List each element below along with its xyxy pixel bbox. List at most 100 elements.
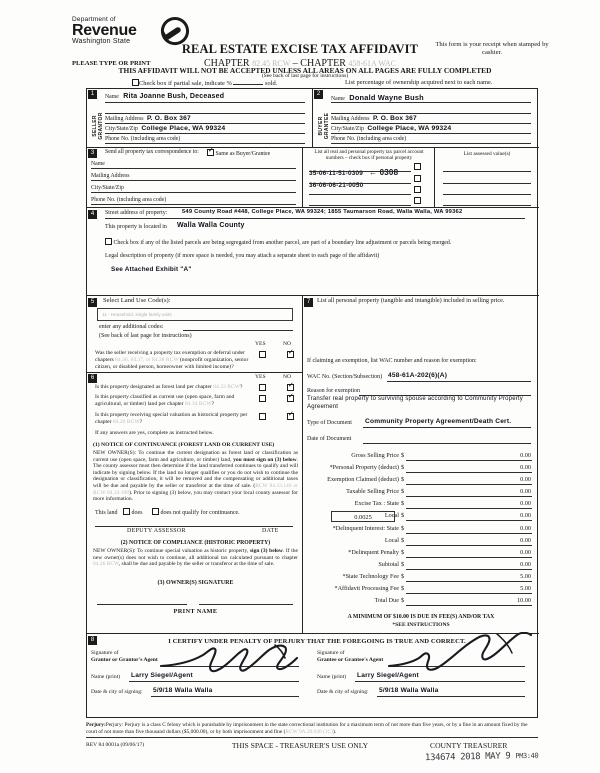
tax-value-3[interactable]: 0.00 [520, 487, 531, 495]
notice-2-body: NEW OWNER(S): To continue special valuat… [93, 548, 298, 568]
seller-mailing-value[interactable]: P. O. Box 367 [146, 115, 191, 122]
corr-citystatezip-row: City/State/Zip [91, 185, 296, 193]
tax-value-12[interactable]: 10.00 [517, 596, 531, 604]
seller-mailing-row: Mailing Address P. O. Box 367 [105, 115, 305, 124]
tax-value-11[interactable]: 5.00 [520, 584, 531, 592]
tax-value-7[interactable]: 0.00 [520, 536, 531, 544]
s5-exemption-no-checkbox[interactable] [287, 349, 294, 358]
grantor-date-value[interactable]: 5/9/18 Walla Walla [153, 687, 213, 694]
tax-value-9[interactable]: 0.00 [520, 560, 531, 568]
partial-sold-label: sold. [265, 80, 278, 87]
tax-value-6[interactable]: 0.00 [520, 524, 531, 532]
seller-grantor-block: 1 SELLER GRANTOR Name Rita Joanne Bush, D… [87, 89, 313, 147]
tax-row-subtotal: Subtotal $ 0.00 [378, 560, 532, 570]
if-any-yes-note: If any answers are yes, complete as inst… [95, 430, 214, 436]
section-4-block: 4 Street address of property: 549 County… [87, 207, 539, 295]
send-correspondence-label: Send all property tax correspondence to: [105, 149, 199, 155]
parcel-personal-checkbox-1[interactable] [414, 163, 421, 170]
s5-yes-header: YES [255, 341, 266, 347]
tax-value-4[interactable]: 0.00 [520, 499, 531, 507]
s6-q1-yes-checkbox[interactable] [259, 384, 266, 391]
perjury-note: Perjury:Perjury: Perjury is a class C fe… [86, 722, 538, 736]
local-rate-field[interactable]: 0.0025 [331, 511, 395, 522]
buyer-mailing-value[interactable]: P. O. Box 367 [372, 115, 417, 122]
land-does-label: does [131, 510, 143, 516]
notice-2-body-d: , shall be due and payable by the seller… [118, 561, 275, 568]
parcel-personal-checkbox-3[interactable] [414, 186, 421, 193]
seller-name-value[interactable]: Rita Joanne Bush, Deceased [123, 93, 225, 100]
tax-row-delinquent-penalty: *Delinquent Penalty $ 0.00 [348, 548, 532, 558]
section-8-number: 8 [88, 636, 97, 645]
certify-statement: I CERTIFY UNDER PENALTY OF PERJURY THAT … [168, 638, 466, 645]
s6-q2-yes-checkbox[interactable] [259, 395, 266, 402]
right-column: 7 List all personal property (tangible a… [303, 296, 539, 634]
tax-label-1: *Personal Property (deduct) [329, 464, 399, 471]
stamp-time: PM3:40 [515, 751, 539, 761]
tax-value-8[interactable]: 0.00 [520, 548, 531, 556]
located-in-label: This property is located in [105, 224, 167, 230]
same-as-buyer-checkbox[interactable] [207, 147, 214, 156]
seller-vertical-label: SELLER GRANTOR [92, 112, 104, 140]
tax-value-1[interactable]: 0.00 [520, 463, 531, 471]
parcel-number-1[interactable]: 35-06-11-51-0309 [309, 170, 364, 177]
section-2-number: 2 [314, 90, 323, 99]
s6-q3-no-checkbox[interactable] [287, 411, 294, 420]
assessed-line-1[interactable] [443, 171, 531, 172]
s5-exemption-yes-checkbox[interactable] [259, 351, 266, 358]
grantor-date-label: Date & city of signing: [91, 689, 143, 695]
forest-land-q-text: Is this property designated as forest la… [95, 384, 212, 390]
land-does-checkbox[interactable] [123, 508, 130, 515]
form-header: Department of Revenue Washington State P… [0, 0, 600, 87]
parcel-personal-checkbox-4[interactable] [414, 197, 421, 204]
parcel-personal-checkbox-2[interactable] [414, 175, 421, 182]
grantee-sig-label-1: Signature of [317, 650, 345, 656]
buyer-citystatezip-value[interactable]: College Place, WA 99324 [367, 125, 452, 132]
section-4-number: 4 [88, 210, 97, 219]
assessed-line-4[interactable] [443, 205, 531, 206]
segregate-checkbox[interactable] [105, 238, 112, 245]
tax-value-2[interactable]: 0.00 [520, 475, 531, 483]
buyer-name-value[interactable]: Donald Wayne Bush [349, 93, 424, 102]
grantor-name-value[interactable]: Larry Siegel/Agent [131, 672, 193, 679]
revision-number: REV 84 0001a (09/06/17) [86, 742, 145, 748]
assessed-line-2[interactable] [443, 183, 531, 184]
notice-1-title: (1) NOTICE OF CONTINUANCE (FOREST LAND O… [93, 442, 275, 448]
wac-value[interactable]: 458-61A-202(6)(A) [388, 372, 448, 379]
buyer-citystatezip-label: City/State/Zip [331, 126, 364, 132]
perjury-text: Perjury: Perjury is a class C felony whi… [86, 722, 528, 735]
receipt-note: This form is your receipt when stamped b… [435, 41, 549, 57]
segregate-row: Check box if any of the listed parcels a… [105, 238, 525, 246]
located-in-value[interactable]: Walla Walla County [177, 222, 245, 229]
tax-row-taxable-selling-price: Taxable Selling Price $ 0.00 [346, 487, 532, 497]
corr-phone-label: Phone No. (including area code) [91, 197, 167, 203]
tax-value-10[interactable]: 5.00 [520, 572, 531, 580]
section-7-number: 7 [304, 298, 313, 307]
legal-description-value[interactable]: See Attached Exhibit "A" [111, 266, 192, 273]
grantee-name-value[interactable]: Larry Siegel/Agent [357, 672, 419, 679]
grantee-name-label: Name (print) [317, 674, 347, 680]
see-instructions-note: *SEE INSTRUCTIONS [392, 622, 450, 628]
buyer-mailing-row: Mailing Address P. O. Box 367 [331, 115, 531, 124]
doctype-value[interactable]: Community Property Agreement/Death Cert. [365, 418, 512, 425]
reason-value[interactable]: Transfer real property to surviving spou… [307, 396, 523, 410]
parcel-number-2[interactable]: 36-06-06-21-0050 [309, 182, 364, 189]
notice-2-body-a: NEW OWNER(S): To continue special valuat… [93, 548, 249, 554]
street-address-value[interactable]: 549 County Road #448, College Place, WA … [182, 209, 463, 215]
seller-citystatezip-value[interactable]: College Place, WA 99324 [141, 125, 226, 132]
left-column: 5 Select Land Use Code(s): 11 - Househol… [87, 296, 303, 634]
section-1-number: 1 [88, 90, 97, 99]
grantee-signature-block: Signature of Grantee or Grantee's Agent … [313, 632, 533, 714]
grantee-date-value[interactable]: 5/9/18 Walla Walla [379, 687, 439, 694]
partial-sale-row: Check box if partial sale, indicate % so… [132, 79, 277, 87]
land-does-not-checkbox[interactable] [152, 508, 159, 515]
s6-q2-no-checkbox[interactable] [287, 393, 294, 402]
tax-value-0[interactable]: 0.00 [520, 451, 531, 459]
partial-sale-checkbox[interactable] [132, 79, 139, 86]
assessed-line-3[interactable] [443, 194, 531, 195]
grantee-sig-label-2: Grantee or Grantee's Agent [317, 657, 384, 663]
s6-q3-yes-checkbox[interactable] [259, 413, 266, 420]
this-land-label: This land [95, 510, 118, 516]
land-use-code-field[interactable]: 11 - Household, single family units [97, 308, 293, 321]
tax-value-5[interactable]: 0.00 [520, 511, 531, 519]
s6-q1-no-checkbox[interactable] [287, 382, 294, 391]
